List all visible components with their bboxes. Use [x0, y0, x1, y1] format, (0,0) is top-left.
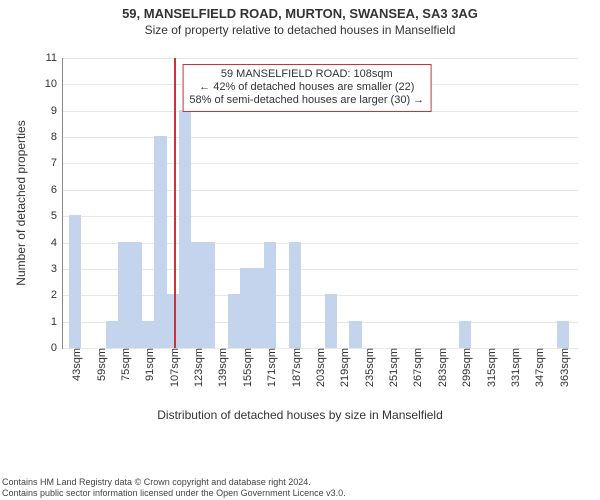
y-axis-label: Number of detached properties [14, 58, 28, 348]
x-tick-label: 123sqm [189, 348, 205, 387]
x-tick-label: 75sqm [116, 348, 132, 381]
footer-line-1: Contains HM Land Registry data © Crown c… [2, 477, 346, 487]
histogram-bar [142, 321, 154, 348]
histogram-bar [240, 268, 252, 348]
x-tick-label: 107sqm [165, 348, 181, 387]
chart-title: 59, MANSELFIELD ROAD, MURTON, SWANSEA, S… [0, 6, 600, 21]
x-tick-label: 251sqm [384, 348, 400, 387]
histogram-bar [264, 242, 276, 348]
histogram-bar [130, 242, 142, 348]
annotation-line: 59 MANSELFIELD ROAD: 108sqm [189, 68, 424, 81]
histogram-bar [557, 321, 569, 348]
x-tick-label: 171sqm [262, 348, 278, 387]
footer-attribution: Contains HM Land Registry data © Crown c… [2, 477, 346, 498]
histogram-bar [154, 136, 166, 348]
y-tick-label: 1 [51, 316, 63, 328]
y-tick-label: 9 [51, 105, 63, 117]
annotation-line: 58% of semi-detached houses are larger (… [189, 94, 424, 107]
x-tick-label: 59sqm [92, 348, 108, 381]
footer-line-2: Contains public sector information licen… [2, 488, 346, 498]
x-tick-label: 315sqm [482, 348, 498, 387]
histogram-bar [459, 321, 471, 348]
x-tick-label: 235sqm [360, 348, 376, 387]
x-tick-label: 347sqm [530, 348, 546, 387]
histogram-bar [289, 242, 301, 348]
y-tick-label: 5 [51, 210, 63, 222]
gridline [63, 190, 578, 191]
gridline [63, 58, 578, 59]
x-tick-label: 299sqm [457, 348, 473, 387]
x-tick-label: 187sqm [287, 348, 303, 387]
y-tick-label: 0 [51, 342, 63, 354]
histogram-bar [325, 294, 337, 348]
gridline [63, 216, 578, 217]
annotation-box: 59 MANSELFIELD ROAD: 108sqm← 42% of deta… [182, 64, 431, 112]
gridline [63, 137, 578, 138]
x-tick-label: 219sqm [335, 348, 351, 387]
gridline [63, 163, 578, 164]
x-tick-label: 155sqm [238, 348, 254, 387]
x-tick-label: 283sqm [433, 348, 449, 387]
y-tick-label: 8 [51, 131, 63, 143]
chart-subtitle: Size of property relative to detached ho… [0, 23, 600, 37]
x-tick-label: 139sqm [213, 348, 229, 387]
x-tick-label: 363sqm [555, 348, 571, 387]
histogram-bar [106, 321, 118, 348]
y-tick-label: 7 [51, 157, 63, 169]
x-tick-label: 267sqm [408, 348, 424, 387]
histogram-bar [191, 242, 203, 348]
x-tick-label: 331sqm [506, 348, 522, 387]
plot-area: 0123456789101159 MANSELFIELD ROAD: 108sq… [62, 58, 578, 349]
histogram-bar [167, 294, 179, 348]
histogram-bar [118, 242, 130, 348]
y-tick-label: 10 [45, 78, 63, 90]
y-tick-label: 11 [46, 52, 63, 64]
reference-marker-line [174, 58, 176, 348]
y-tick-label: 4 [51, 237, 63, 249]
x-tick-label: 91sqm [140, 348, 156, 381]
x-tick-label: 43sqm [67, 348, 83, 381]
y-tick-label: 3 [51, 263, 63, 275]
y-tick-label: 6 [51, 184, 63, 196]
annotation-line: ← 42% of detached houses are smaller (22… [189, 81, 424, 94]
x-tick-label: 203sqm [311, 348, 327, 387]
histogram-bar [69, 215, 81, 348]
histogram-bar [179, 110, 191, 348]
histogram-bar [203, 242, 215, 348]
chart-container: 59, MANSELFIELD ROAD, MURTON, SWANSEA, S… [0, 0, 600, 500]
histogram-bar [228, 294, 240, 348]
x-axis-label: Distribution of detached houses by size … [0, 408, 600, 422]
histogram-bar [252, 268, 264, 348]
y-tick-label: 2 [51, 289, 63, 301]
histogram-bar [349, 321, 361, 348]
